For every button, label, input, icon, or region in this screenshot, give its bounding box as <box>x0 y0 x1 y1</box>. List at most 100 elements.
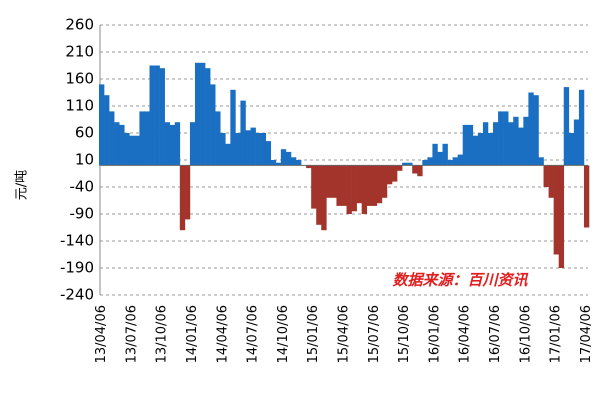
bar <box>159 68 165 166</box>
bar <box>381 165 388 198</box>
bar <box>154 65 160 166</box>
bar <box>412 165 418 174</box>
bar <box>104 95 110 166</box>
bar <box>139 111 145 166</box>
bar <box>402 162 408 166</box>
bar <box>457 154 464 166</box>
y-tick-label: 260 <box>65 16 94 34</box>
x-tick-label: 13/04/06 <box>94 305 109 363</box>
bar <box>351 165 357 212</box>
bar <box>280 149 287 166</box>
bar <box>452 157 458 166</box>
bar <box>356 165 362 204</box>
bar <box>422 160 428 166</box>
x-tick-label: 15/07/06 <box>367 305 382 363</box>
x-tick-label: 15/04/06 <box>337 305 352 363</box>
bar <box>467 124 474 166</box>
bar <box>290 157 297 166</box>
x-tick-label: 14/04/06 <box>215 305 230 363</box>
bar <box>578 89 585 166</box>
bar <box>371 165 378 206</box>
bar <box>437 151 443 166</box>
bar <box>523 116 529 166</box>
bar <box>321 165 327 231</box>
bar <box>164 122 171 166</box>
bar <box>361 165 368 214</box>
bar <box>553 165 559 255</box>
bar <box>169 124 176 166</box>
bar <box>518 127 524 166</box>
bar <box>386 165 393 185</box>
bar <box>472 135 479 166</box>
bar <box>129 135 135 166</box>
bar <box>583 165 590 228</box>
bar <box>391 165 398 182</box>
bar <box>114 122 120 166</box>
bar <box>341 165 347 206</box>
x-tick-label: 17/04/06 <box>579 305 594 363</box>
bar <box>563 87 570 166</box>
bar <box>543 165 549 187</box>
bar <box>427 157 433 166</box>
bar <box>311 165 317 209</box>
bar <box>240 100 246 166</box>
x-tick-label: 15/01/06 <box>306 305 321 363</box>
y-tick-label: -190 <box>60 259 94 277</box>
bar <box>225 143 231 166</box>
bar <box>432 143 438 166</box>
x-tick-label: 13/07/06 <box>124 305 139 363</box>
bar <box>98 84 105 166</box>
bar <box>205 68 211 166</box>
bar <box>194 62 201 166</box>
x-tick-label: 16/01/06 <box>427 305 442 363</box>
bar <box>331 165 337 198</box>
bar <box>255 133 261 166</box>
x-tick-label: 16/04/06 <box>458 305 473 363</box>
y-tick-label: -90 <box>70 205 95 223</box>
bar <box>285 151 292 166</box>
bar <box>503 111 509 166</box>
bar <box>477 133 484 166</box>
bar <box>149 65 155 166</box>
x-tick-label: 14/10/06 <box>276 305 291 363</box>
bar <box>270 160 277 166</box>
bar <box>487 133 494 166</box>
bar <box>200 62 206 166</box>
bar <box>513 116 519 166</box>
bar <box>447 160 453 166</box>
bar <box>336 165 342 206</box>
bar <box>134 135 140 166</box>
bar <box>250 127 256 166</box>
bar <box>119 124 125 166</box>
bar <box>366 165 373 206</box>
y-tick-label: 10 <box>75 151 94 169</box>
x-tick-label: 14/01/06 <box>185 305 200 363</box>
bar <box>215 111 221 166</box>
bar <box>346 165 352 214</box>
bar <box>568 133 575 166</box>
bar <box>528 92 534 166</box>
bar <box>189 122 196 166</box>
bar <box>498 111 504 166</box>
bar <box>144 111 150 166</box>
y-axis-label: 元/吨 <box>15 170 30 200</box>
bar <box>482 122 489 166</box>
bar <box>124 133 130 166</box>
bar <box>260 133 266 166</box>
y-tick-label: 60 <box>75 124 94 142</box>
bar <box>230 89 236 166</box>
bar <box>538 157 544 166</box>
bar <box>174 122 181 166</box>
bar <box>296 160 302 166</box>
y-tick-label: -240 <box>60 286 94 304</box>
bar <box>245 130 251 166</box>
y-tick-label: 160 <box>65 70 94 88</box>
y-tick-label: -40 <box>70 178 95 196</box>
bar <box>275 162 282 166</box>
x-tick-label: 17/01/06 <box>549 305 564 363</box>
bar <box>220 133 226 166</box>
bar <box>548 165 554 198</box>
y-tick-label: 210 <box>65 43 94 61</box>
x-tick-label: 16/07/06 <box>488 305 503 363</box>
